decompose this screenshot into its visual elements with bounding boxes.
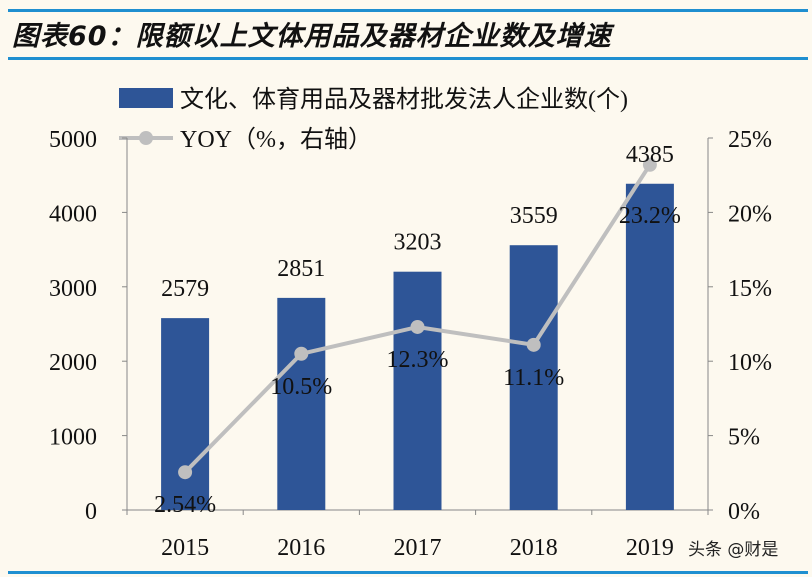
legend-bar-swatch xyxy=(119,88,173,108)
yoy-data-label: 23.2% xyxy=(619,203,681,229)
bar xyxy=(393,271,442,510)
right-tick-label: 0% xyxy=(728,499,760,525)
chart-title: 图表60：限额以上文体用品及器材企业数及增速 xyxy=(12,21,612,52)
bar-data-label: 3203 xyxy=(394,230,442,256)
x-tick-label: 2016 xyxy=(277,535,325,561)
left-tick-label: 4000 xyxy=(49,201,97,227)
bar xyxy=(509,245,558,511)
x-tick-label: 2019 xyxy=(626,535,674,561)
yoy-data-label: 12.3% xyxy=(387,347,449,373)
legend-line-marker xyxy=(139,131,153,145)
yoy-point xyxy=(410,319,425,334)
left-tick-label: 0 xyxy=(85,499,97,525)
legend-bar-label: 文化、体育用品及器材批发法人企业数(个) xyxy=(180,86,628,113)
bottom-rule xyxy=(8,571,808,574)
left-tick-label: 3000 xyxy=(49,276,97,302)
yoy-data-label: 10.5% xyxy=(270,374,332,400)
x-tick-label: 2018 xyxy=(510,535,558,561)
yoy-point xyxy=(294,346,309,361)
right-tick-label: 25% xyxy=(728,127,772,153)
bar xyxy=(161,318,210,510)
bar xyxy=(277,297,326,510)
left-tick-label: 1000 xyxy=(49,425,97,451)
yoy-point xyxy=(178,465,193,480)
legend-line-label: YOY（%，右轴） xyxy=(180,126,372,153)
bar-data-label: 3559 xyxy=(510,203,558,229)
top-rule xyxy=(8,9,808,12)
bar-data-label: 4385 xyxy=(626,142,674,168)
yoy-data-label: 11.1% xyxy=(503,365,564,391)
bar-data-label: 2851 xyxy=(277,256,325,282)
left-tick-label: 2000 xyxy=(49,350,97,376)
yoy-point xyxy=(642,157,657,172)
right-tick-label: 15% xyxy=(728,276,772,302)
yoy-data-label: 2.54% xyxy=(154,492,216,518)
title-rule xyxy=(8,57,808,60)
right-tick-label: 10% xyxy=(728,350,772,376)
right-tick-label: 20% xyxy=(728,201,772,227)
x-tick-label: 2015 xyxy=(161,535,209,561)
yoy-point xyxy=(526,337,541,352)
right-tick-label: 5% xyxy=(728,425,760,451)
x-tick-label: 2017 xyxy=(394,535,442,561)
legend: 文化、体育用品及器材批发法人企业数(个) YOY（%，右轴） xyxy=(119,86,628,153)
bar-data-label: 2579 xyxy=(161,276,209,302)
watermark: 头条 @财是 xyxy=(688,540,779,560)
bar xyxy=(625,183,674,511)
left-tick-label: 5000 xyxy=(49,127,97,153)
